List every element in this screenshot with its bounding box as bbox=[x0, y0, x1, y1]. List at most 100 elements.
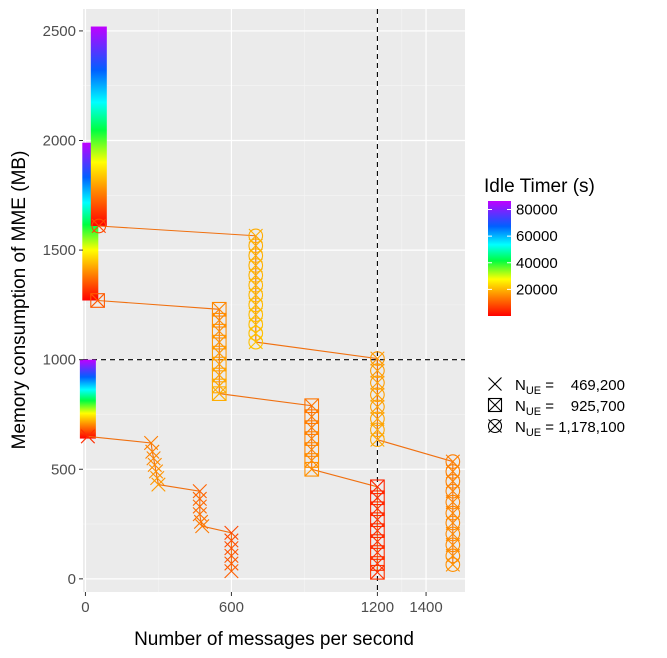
marker-stroke bbox=[488, 377, 502, 391]
colorbar-tick-label: 60000 bbox=[516, 228, 558, 245]
marker-circle bbox=[487, 418, 503, 434]
legend-color: Idle Timer (s) 20000 40000 60000 80000 bbox=[484, 176, 595, 316]
legend-label-value: = 1,178,100 bbox=[541, 419, 625, 436]
data-point-circled-cross bbox=[445, 537, 461, 553]
series-line-1 bbox=[87, 435, 232, 572]
y-tick-label: 0 bbox=[68, 571, 76, 588]
gradient-column bbox=[90, 26, 107, 226]
marker-box bbox=[211, 356, 227, 372]
marker-box bbox=[370, 479, 385, 495]
marker-circle bbox=[445, 454, 461, 469]
marker-box bbox=[304, 461, 320, 477]
marker-stroke bbox=[488, 398, 502, 412]
data-point-circled-cross bbox=[370, 411, 385, 427]
marker-stroke bbox=[192, 499, 207, 514]
marker-stroke bbox=[192, 491, 207, 507]
x-axis-label: Number of messages per second bbox=[134, 629, 414, 650]
data-point-cross bbox=[150, 470, 165, 486]
marker-box bbox=[211, 312, 227, 328]
data-point-circled-cross bbox=[370, 432, 385, 448]
data-point-boxed-cross bbox=[211, 386, 227, 401]
x-tick-label: 1200 bbox=[361, 599, 394, 616]
marker-circle bbox=[248, 248, 264, 263]
marker-circle bbox=[445, 557, 461, 572]
data-point-cross bbox=[143, 435, 159, 451]
marker-circle bbox=[445, 483, 461, 499]
marker-circle bbox=[445, 505, 461, 521]
marker-box bbox=[487, 397, 503, 413]
marker-circle bbox=[445, 473, 461, 489]
marker-stroke bbox=[147, 457, 162, 473]
data-point-cross bbox=[224, 548, 239, 564]
marker-stroke bbox=[151, 477, 166, 492]
data-point-boxed-cross bbox=[304, 461, 320, 477]
marker-box bbox=[370, 534, 385, 549]
legend-label-prefix: N bbox=[515, 398, 526, 415]
data-point-cross bbox=[224, 563, 239, 579]
data-point-circled-cross bbox=[370, 375, 385, 391]
legend-label-circled-cross: NUE = 1,178,100 bbox=[515, 419, 625, 439]
marker-box bbox=[211, 301, 227, 317]
marker-box bbox=[304, 442, 320, 457]
legend-label-cross: NUE = 469,200 bbox=[515, 377, 625, 397]
marker-box bbox=[370, 556, 385, 571]
data-point-cross bbox=[146, 451, 161, 466]
data-point-circled-cross bbox=[445, 515, 461, 531]
marker-circle bbox=[248, 287, 264, 303]
series-line-3 bbox=[98, 225, 454, 565]
colorbar-tick-label: 20000 bbox=[516, 281, 558, 298]
marker-circle bbox=[370, 422, 385, 438]
legend-label-value: = 925,700 bbox=[541, 398, 625, 415]
legend-key-boxed-cross bbox=[487, 397, 503, 413]
marker-stroke bbox=[370, 565, 385, 580]
legend-color-title: Idle Timer (s) bbox=[484, 176, 595, 197]
marker-box bbox=[304, 431, 320, 446]
marker-stroke bbox=[212, 378, 227, 394]
marker-circle bbox=[248, 277, 264, 293]
marker-box bbox=[211, 367, 227, 383]
marker-circle bbox=[370, 411, 385, 427]
marker-circle bbox=[445, 464, 461, 479]
marker-stroke bbox=[148, 464, 164, 479]
colorbar-tick-label: 80000 bbox=[516, 202, 558, 219]
marker-circle bbox=[248, 326, 264, 341]
legend-label-prefix: N bbox=[515, 419, 526, 436]
data-point-circled-cross bbox=[370, 399, 385, 415]
marker-circle bbox=[248, 317, 264, 332]
marker-stroke bbox=[80, 429, 96, 444]
marker-stroke bbox=[224, 563, 239, 579]
marker-stroke bbox=[146, 451, 161, 466]
series-lines bbox=[87, 225, 454, 573]
data-point-circled-cross bbox=[91, 218, 107, 234]
marker-box bbox=[211, 386, 227, 401]
marker-box bbox=[211, 345, 227, 361]
data-point-circled-cross bbox=[445, 526, 461, 542]
marker-circle bbox=[370, 375, 385, 391]
marker-stroke bbox=[224, 556, 239, 571]
marker-stroke bbox=[143, 435, 159, 451]
data-point-boxed-cross bbox=[90, 293, 105, 308]
marker-circle bbox=[248, 258, 264, 273]
data-point-circled-cross bbox=[445, 557, 461, 572]
data-point-cross bbox=[193, 514, 209, 530]
marker-circle bbox=[370, 399, 385, 415]
series-points bbox=[80, 218, 461, 580]
data-point-cross bbox=[147, 457, 162, 473]
marker-box bbox=[304, 398, 320, 414]
marker-circle bbox=[445, 515, 461, 531]
marker-circle bbox=[445, 548, 461, 564]
y-tick-label: 500 bbox=[51, 461, 76, 478]
reference-lines bbox=[83, 9, 465, 592]
marker-stroke bbox=[224, 548, 239, 564]
legend-label-prefix: N bbox=[515, 377, 526, 394]
marker-circle bbox=[370, 363, 385, 378]
data-point-cross bbox=[224, 525, 239, 541]
legend-key-circled-cross bbox=[487, 418, 503, 434]
marker-circle bbox=[445, 494, 461, 510]
data-point-cross bbox=[80, 429, 96, 444]
legend-label-subscript: UE bbox=[526, 406, 541, 418]
x-tick-label: 0 bbox=[81, 599, 89, 616]
data-point-cross bbox=[192, 483, 207, 499]
